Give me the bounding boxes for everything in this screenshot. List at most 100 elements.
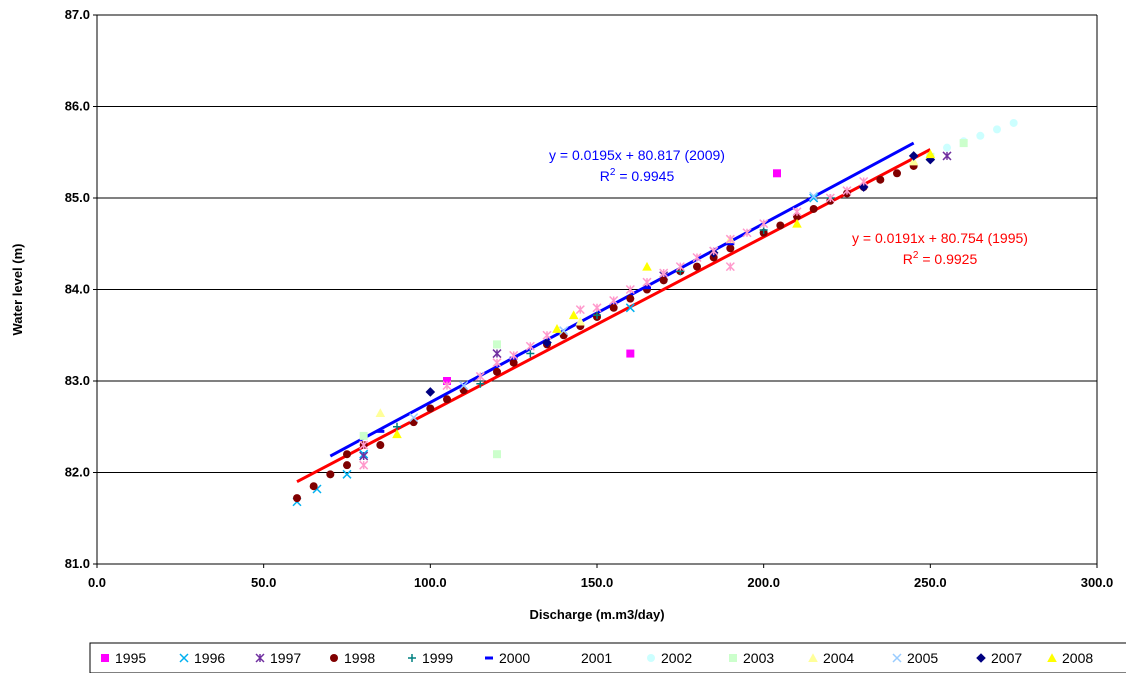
gridlines [97, 14, 1097, 565]
legend: 1995 1996 1997 1998 1999 2000 2001 2002 2003 2004… [89, 642, 1126, 673]
data-point [842, 186, 852, 196]
r-superscript: 2 [913, 250, 919, 261]
data-point [642, 261, 652, 271]
r-superscript: 2 [610, 167, 616, 178]
data-point [568, 310, 579, 320]
data-point [993, 125, 1001, 134]
legend-label: 2001 [581, 650, 612, 666]
data-point [809, 204, 818, 213]
data-point [492, 358, 502, 368]
legend-label: 2003 [743, 650, 774, 666]
data-point [759, 219, 769, 229]
data-point [773, 169, 781, 178]
legend-marker [808, 653, 818, 662]
data-point [542, 330, 552, 340]
data-point [392, 429, 402, 439]
trend-equation: y = 0.0191x + 80.754 (1995) [852, 230, 1028, 246]
legend-marker [892, 653, 902, 663]
data-point [943, 143, 951, 152]
legend-label: 1995 [115, 650, 146, 666]
legend-label: 1996 [194, 650, 225, 666]
data-point [559, 326, 569, 336]
legend-marker [485, 656, 493, 660]
data-point [693, 262, 701, 271]
data-point [659, 276, 668, 285]
data-point [908, 156, 919, 166]
data-point [475, 371, 485, 381]
data-point [575, 316, 586, 326]
data-point [825, 193, 835, 203]
r-symbol: R [600, 168, 610, 184]
trend-r-squared: R2 = 0.9945 [600, 167, 675, 184]
trendline [329, 141, 915, 458]
legend-label: 1999 [422, 650, 453, 666]
data-point [359, 460, 369, 470]
x-tick-label: 300.0 [1081, 575, 1114, 590]
data-point [609, 295, 619, 306]
data-point [309, 482, 318, 491]
data-point [809, 193, 819, 203]
legend-label: 1998 [344, 650, 375, 666]
data-point [726, 242, 735, 246]
data-point [376, 441, 385, 450]
data-point [726, 244, 735, 253]
x-tick-label: 0.0 [88, 575, 106, 590]
data-point [592, 303, 602, 313]
legend-label: 2005 [907, 650, 938, 666]
data-point [893, 169, 901, 178]
data-point [659, 268, 669, 278]
data-point [575, 305, 585, 315]
legend-marker [1047, 653, 1057, 662]
data-point [525, 341, 535, 351]
data-point [626, 294, 635, 303]
y-tick-label: 81.0 [65, 556, 90, 571]
y-tick-label: 84.0 [65, 282, 90, 297]
data-point [343, 461, 351, 470]
data-point [526, 349, 535, 358]
x-tick-label: 200.0 [747, 575, 780, 590]
legend-label: 1997 [270, 650, 301, 666]
data-point [493, 367, 501, 376]
x-tick-label: 100.0 [414, 575, 447, 590]
legend-label: 2004 [823, 650, 854, 666]
data-point [725, 262, 735, 272]
y-tick-label: 86.0 [65, 99, 90, 114]
trend-annotations: y = 0.0195x + 80.817 (2009)R2 = 0.9945y … [549, 147, 1028, 267]
y-axis-title: Water level (m) [10, 244, 25, 336]
data-point [375, 408, 386, 418]
x-tick-label: 250.0 [914, 575, 947, 590]
data-point [542, 337, 552, 348]
data-point [976, 131, 985, 140]
data-point [675, 262, 685, 272]
legend-label: 2000 [499, 650, 530, 666]
legend-marker [330, 654, 338, 662]
data-point [593, 311, 601, 320]
data-point [692, 252, 702, 263]
legend-label: 2008 [1062, 650, 1093, 666]
data-point [443, 395, 451, 404]
data-point [343, 450, 351, 459]
data-point [326, 470, 335, 479]
data-point [626, 349, 635, 358]
data-point [476, 379, 485, 388]
data-point [925, 149, 936, 159]
data-point [742, 228, 752, 238]
legend-marker [408, 654, 416, 662]
data-point [409, 413, 419, 423]
legend-label: 2007 [991, 650, 1022, 666]
data-point [359, 431, 368, 440]
data-point [792, 218, 802, 228]
data-point [459, 381, 469, 391]
data-point [442, 381, 452, 391]
legend-label: 2002 [661, 650, 692, 666]
y-tick-label: 87.0 [65, 7, 90, 22]
x-tick-label: 50.0 [251, 575, 276, 590]
legend-box [89, 642, 1126, 673]
data-point [293, 494, 301, 503]
data-point [625, 284, 635, 295]
data-point [425, 387, 436, 397]
data-point [643, 286, 651, 290]
data-point [493, 450, 501, 459]
data-point [609, 303, 618, 312]
